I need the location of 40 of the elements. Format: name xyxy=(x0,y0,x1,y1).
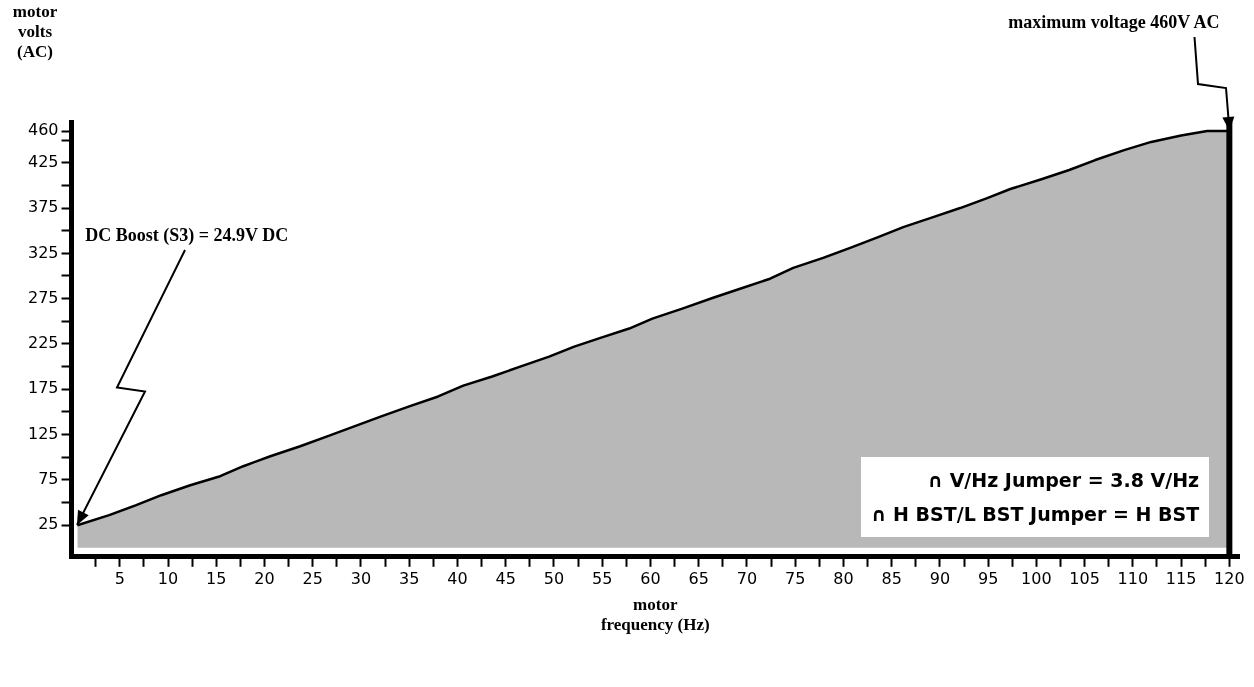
annotation: ∩ V/Hz Jumper = 3.8 V/Hz xyxy=(926,467,1200,493)
y-tick-label: 375 xyxy=(27,197,59,217)
annotation: ∩ H BST/L BST Jumper = H BST xyxy=(871,501,1200,527)
x-tick-label: 20 xyxy=(254,568,275,588)
x-tick-label: 95 xyxy=(977,568,999,588)
x-tick-label: 85 xyxy=(881,568,902,588)
x-axis-title: motor frequency (Hz) xyxy=(600,594,711,635)
x-tick-label: 55 xyxy=(592,568,613,588)
x-tick-label: 50 xyxy=(543,568,565,588)
annotation: maximum voltage 460V AC xyxy=(1008,12,1220,33)
annotation: DC Boost (S3) = 24.9V DC xyxy=(85,225,289,247)
x-tick-label: 65 xyxy=(688,568,709,588)
y-tick-label: 175 xyxy=(27,378,59,398)
x-tick-label: 100 xyxy=(1021,568,1052,588)
y-tick-label: 275 xyxy=(27,287,59,307)
x-tick-label: 25 xyxy=(302,568,323,588)
x-tick-label: 120 xyxy=(1214,568,1245,588)
x-tick-label: 40 xyxy=(447,568,468,588)
y-tick-label: 225 xyxy=(27,333,59,353)
y-axis-title: motor volts (AC) xyxy=(11,2,59,62)
x-tick-label: 90 xyxy=(929,568,951,588)
x-tick-label: 30 xyxy=(350,568,372,588)
x-tick-label: 35 xyxy=(399,568,420,588)
x-tick-label: 80 xyxy=(833,568,854,588)
y-tick-label: 460 xyxy=(27,120,59,140)
y-tick-label: 25 xyxy=(38,514,59,534)
x-tick-label: 15 xyxy=(206,568,227,588)
x-tick-label: 115 xyxy=(1165,568,1197,588)
y-tick-label: 425 xyxy=(27,151,59,171)
y-tick-label: 125 xyxy=(27,423,59,443)
x-tick-label: 5 xyxy=(114,568,125,588)
y-tick-label: 325 xyxy=(27,242,59,262)
x-tick-label: 60 xyxy=(640,568,661,588)
x-tick-label: 75 xyxy=(784,568,806,588)
y-tick-label: 75 xyxy=(38,468,59,488)
x-tick-label: 70 xyxy=(736,568,758,588)
x-tick-label: 45 xyxy=(495,568,516,588)
x-tick-label: 105 xyxy=(1069,568,1100,588)
x-tick-label: 110 xyxy=(1117,568,1149,588)
x-tick-label: 10 xyxy=(157,568,179,588)
